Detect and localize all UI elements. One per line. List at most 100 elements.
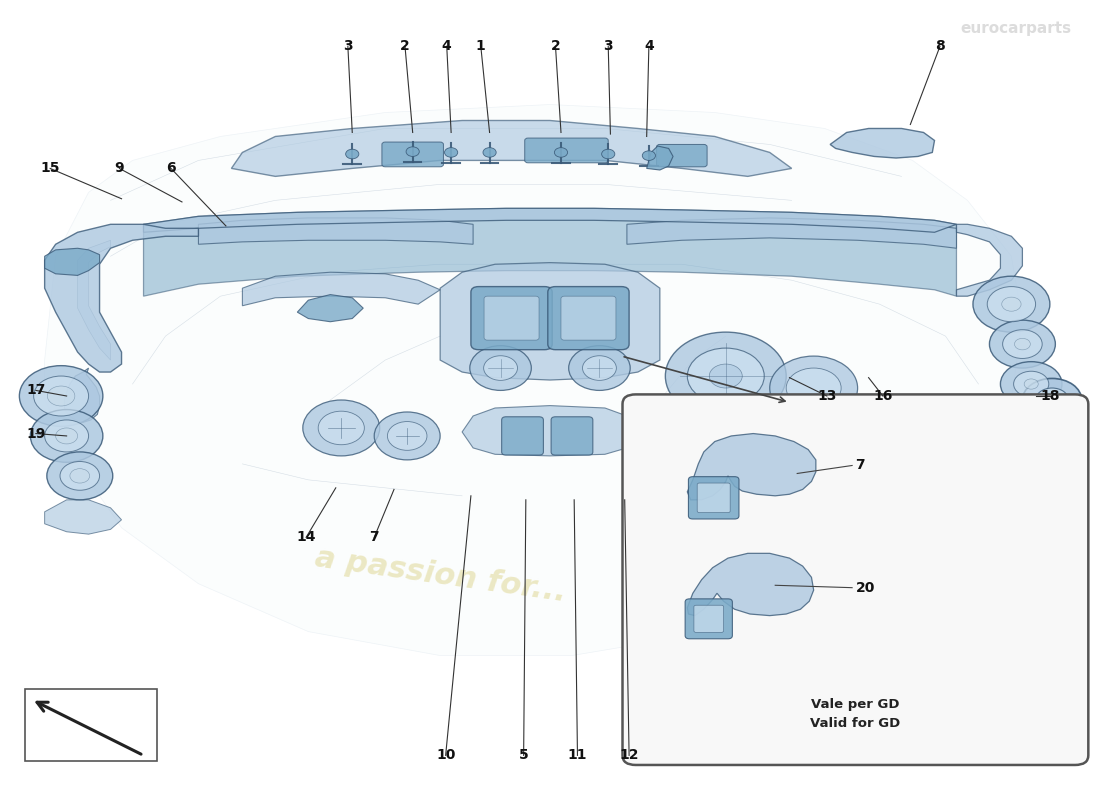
Polygon shape — [957, 224, 1022, 296]
Text: 1: 1 — [476, 39, 486, 54]
Text: 10: 10 — [436, 748, 455, 762]
Text: 15: 15 — [41, 162, 59, 175]
Circle shape — [318, 411, 364, 445]
Circle shape — [1024, 379, 1038, 389]
Text: 2: 2 — [400, 39, 410, 54]
Circle shape — [374, 412, 440, 460]
FancyBboxPatch shape — [561, 296, 616, 340]
Circle shape — [444, 148, 458, 158]
Text: 2: 2 — [551, 39, 560, 54]
Circle shape — [34, 376, 89, 416]
Circle shape — [688, 348, 764, 404]
Text: 20: 20 — [856, 581, 875, 594]
Circle shape — [569, 346, 630, 390]
FancyBboxPatch shape — [548, 286, 629, 350]
Circle shape — [1014, 338, 1031, 350]
FancyBboxPatch shape — [694, 606, 724, 632]
Circle shape — [989, 320, 1055, 368]
Polygon shape — [45, 500, 121, 534]
Polygon shape — [143, 208, 957, 232]
Polygon shape — [78, 240, 111, 360]
Circle shape — [345, 150, 359, 159]
Circle shape — [1002, 330, 1042, 358]
Text: 5: 5 — [519, 748, 528, 762]
Circle shape — [47, 386, 75, 406]
Circle shape — [56, 428, 78, 444]
Circle shape — [987, 286, 1035, 322]
Circle shape — [642, 151, 656, 161]
Text: a passion for...: a passion for... — [312, 544, 568, 608]
Polygon shape — [462, 406, 638, 456]
Circle shape — [47, 452, 113, 500]
Circle shape — [602, 150, 615, 159]
Text: 12: 12 — [619, 748, 639, 762]
Circle shape — [60, 462, 100, 490]
Text: 18: 18 — [1041, 389, 1059, 403]
Circle shape — [406, 147, 419, 157]
FancyBboxPatch shape — [685, 599, 733, 638]
Text: 17: 17 — [26, 383, 45, 398]
Polygon shape — [45, 248, 100, 275]
FancyBboxPatch shape — [551, 417, 593, 455]
Polygon shape — [231, 121, 792, 176]
FancyBboxPatch shape — [471, 286, 552, 350]
Polygon shape — [688, 434, 816, 500]
Text: 3: 3 — [604, 39, 613, 54]
Polygon shape — [143, 208, 957, 296]
Text: 13: 13 — [817, 389, 836, 403]
FancyBboxPatch shape — [484, 296, 539, 340]
Text: 6: 6 — [166, 162, 176, 175]
Circle shape — [470, 346, 531, 390]
Polygon shape — [647, 146, 673, 170]
Polygon shape — [297, 294, 363, 322]
Polygon shape — [45, 105, 1022, 655]
Polygon shape — [688, 554, 814, 616]
Polygon shape — [198, 218, 473, 244]
Circle shape — [483, 148, 496, 158]
Circle shape — [710, 364, 742, 388]
Circle shape — [1002, 297, 1021, 311]
Polygon shape — [830, 129, 935, 158]
Circle shape — [45, 420, 89, 452]
Text: 4: 4 — [644, 39, 653, 54]
Text: 4: 4 — [442, 39, 452, 54]
Circle shape — [666, 332, 786, 420]
Text: Vale per GD
Valid for GD: Vale per GD Valid for GD — [811, 698, 901, 730]
Text: 14: 14 — [296, 530, 316, 544]
FancyBboxPatch shape — [25, 689, 156, 761]
FancyBboxPatch shape — [689, 477, 739, 519]
Circle shape — [70, 469, 90, 483]
Text: eurocarparts: eurocarparts — [960, 21, 1071, 36]
Text: 19: 19 — [26, 426, 45, 441]
FancyBboxPatch shape — [657, 145, 707, 167]
Polygon shape — [45, 224, 198, 372]
Circle shape — [583, 356, 616, 380]
Circle shape — [770, 356, 858, 420]
Polygon shape — [440, 262, 660, 380]
Circle shape — [31, 410, 103, 462]
FancyBboxPatch shape — [697, 483, 730, 513]
Circle shape — [554, 148, 568, 158]
Text: 7: 7 — [856, 458, 865, 473]
Circle shape — [786, 368, 842, 408]
Circle shape — [1000, 362, 1062, 406]
FancyBboxPatch shape — [623, 394, 1088, 765]
Polygon shape — [627, 218, 957, 248]
Text: 9: 9 — [114, 162, 124, 175]
FancyBboxPatch shape — [382, 142, 443, 167]
Text: 16: 16 — [873, 389, 892, 403]
Circle shape — [20, 366, 103, 426]
FancyBboxPatch shape — [525, 138, 608, 163]
Circle shape — [1035, 388, 1068, 412]
Text: 7: 7 — [370, 530, 379, 544]
Circle shape — [1013, 371, 1048, 397]
Circle shape — [1022, 378, 1081, 422]
FancyBboxPatch shape — [502, 417, 543, 455]
Text: 11: 11 — [568, 748, 587, 762]
Polygon shape — [242, 272, 440, 306]
Text: 8: 8 — [935, 39, 945, 54]
Circle shape — [974, 276, 1049, 332]
Polygon shape — [65, 368, 100, 422]
Circle shape — [484, 356, 517, 380]
Circle shape — [387, 422, 427, 450]
